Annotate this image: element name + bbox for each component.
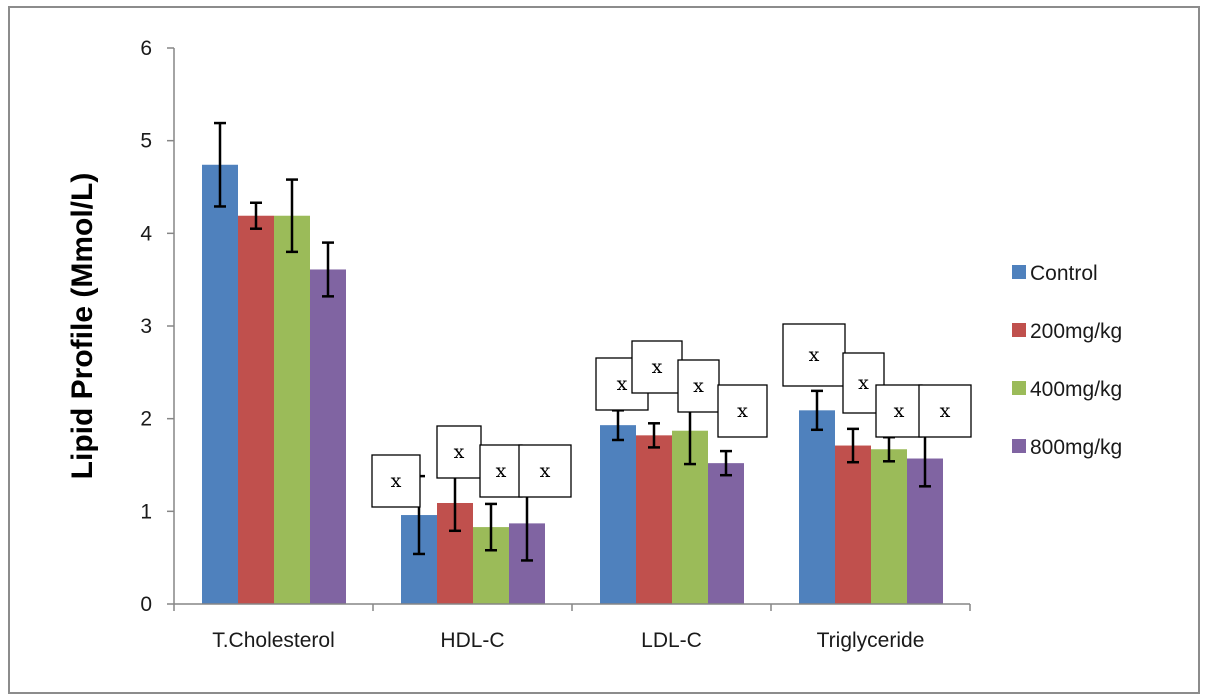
annotation-box: x <box>918 384 972 438</box>
error-bar <box>322 241 334 298</box>
annotation-border <box>371 454 421 508</box>
y-ticks-group: 0 1 2 3 4 5 6 <box>140 37 174 616</box>
bar <box>708 463 744 604</box>
annotation-label: x <box>894 400 905 422</box>
x-tick-label: LDL-C <box>641 629 702 652</box>
legend-label: 200mg/kg <box>1030 320 1122 343</box>
legend-swatch <box>1012 439 1026 453</box>
legend-item: Control <box>1012 262 1098 285</box>
annotation-border <box>717 384 768 438</box>
annotation-border <box>782 323 846 387</box>
bar-chart: x x x x x x x x x x x x 0 1 2 3 4 5 6 T.Cholesterol HDL-C L… <box>66 37 1122 652</box>
y-tick-label: 2 <box>140 408 152 431</box>
error-bar <box>648 422 660 449</box>
error-bar <box>485 502 497 552</box>
annotation-label: x <box>454 441 465 463</box>
error-bar <box>286 178 298 254</box>
bar <box>835 445 871 604</box>
legend: Control 200mg/kg 400mg/kg 800mg/kg <box>1012 262 1122 459</box>
legend-item: 200mg/kg <box>1012 320 1122 343</box>
annotation-label: x <box>693 375 704 397</box>
annotation-label: x <box>652 356 663 378</box>
error-bar <box>720 449 732 477</box>
annotation-box: x <box>717 384 768 438</box>
x-ticks-group: T.Cholesterol HDL-C LDL-C Triglyceride <box>173 604 971 652</box>
annotation-border <box>436 425 482 479</box>
legend-swatch <box>1012 381 1026 395</box>
annotation-box: x <box>631 340 683 394</box>
error-bar <box>214 121 226 208</box>
annotations-group: x x x x x x x x x x x x <box>371 323 972 508</box>
legend-label: 800mg/kg <box>1030 436 1122 459</box>
annotation-border <box>631 340 683 394</box>
annotation-label: x <box>617 373 628 395</box>
legend-item: 800mg/kg <box>1012 436 1122 459</box>
annotation-box: x <box>782 323 846 387</box>
y-tick-label: 5 <box>140 130 152 153</box>
annotation-box: x <box>479 444 523 498</box>
legend-label: 400mg/kg <box>1030 378 1122 401</box>
annotation-label: x <box>940 400 951 422</box>
bars-group <box>202 164 943 604</box>
x-tick-label: Triglyceride <box>817 629 925 652</box>
annotation-border <box>918 384 972 438</box>
bar <box>799 410 835 604</box>
annotation-box: x <box>436 425 482 479</box>
annotation-label: x <box>496 460 507 482</box>
legend-swatch <box>1012 265 1026 279</box>
x-tick-label: T.Cholesterol <box>212 629 335 652</box>
annotation-label: x <box>809 344 820 366</box>
chart-frame: x x x x x x x x x x x x 0 1 2 3 4 5 6 T.Cholesterol HDL-C L… <box>8 6 1200 694</box>
bar <box>274 215 310 604</box>
error-bar <box>847 427 859 464</box>
bar <box>600 425 636 604</box>
y-tick-label: 6 <box>140 37 152 60</box>
bar <box>636 435 672 604</box>
annotation-box: x <box>875 384 923 438</box>
y-tick-label: 1 <box>140 500 152 523</box>
error-bar <box>250 201 262 230</box>
annotation-border <box>518 444 572 498</box>
annotation-label: x <box>858 372 869 394</box>
y-tick-label: 4 <box>140 222 152 245</box>
annotation-box: x <box>371 454 421 508</box>
annotation-box: x <box>518 444 572 498</box>
y-axis-label: Lipid Profile (Mmol/L) <box>66 173 99 480</box>
error-bar <box>811 389 823 432</box>
annotation-border <box>677 359 720 413</box>
y-tick-label: 0 <box>140 593 152 616</box>
legend-item: 400mg/kg <box>1012 378 1122 401</box>
annotation-label: x <box>391 470 402 492</box>
legend-swatch <box>1012 323 1026 337</box>
x-tick-label: HDL-C <box>440 629 504 652</box>
bar <box>310 269 346 604</box>
bar <box>238 215 274 604</box>
y-tick-label: 3 <box>140 315 152 338</box>
legend-label: Control <box>1030 262 1098 285</box>
annotation-label: x <box>540 460 551 482</box>
annotation-box: x <box>677 359 720 413</box>
annotation-label: x <box>737 400 748 422</box>
bar <box>202 164 238 604</box>
bar <box>871 449 907 604</box>
